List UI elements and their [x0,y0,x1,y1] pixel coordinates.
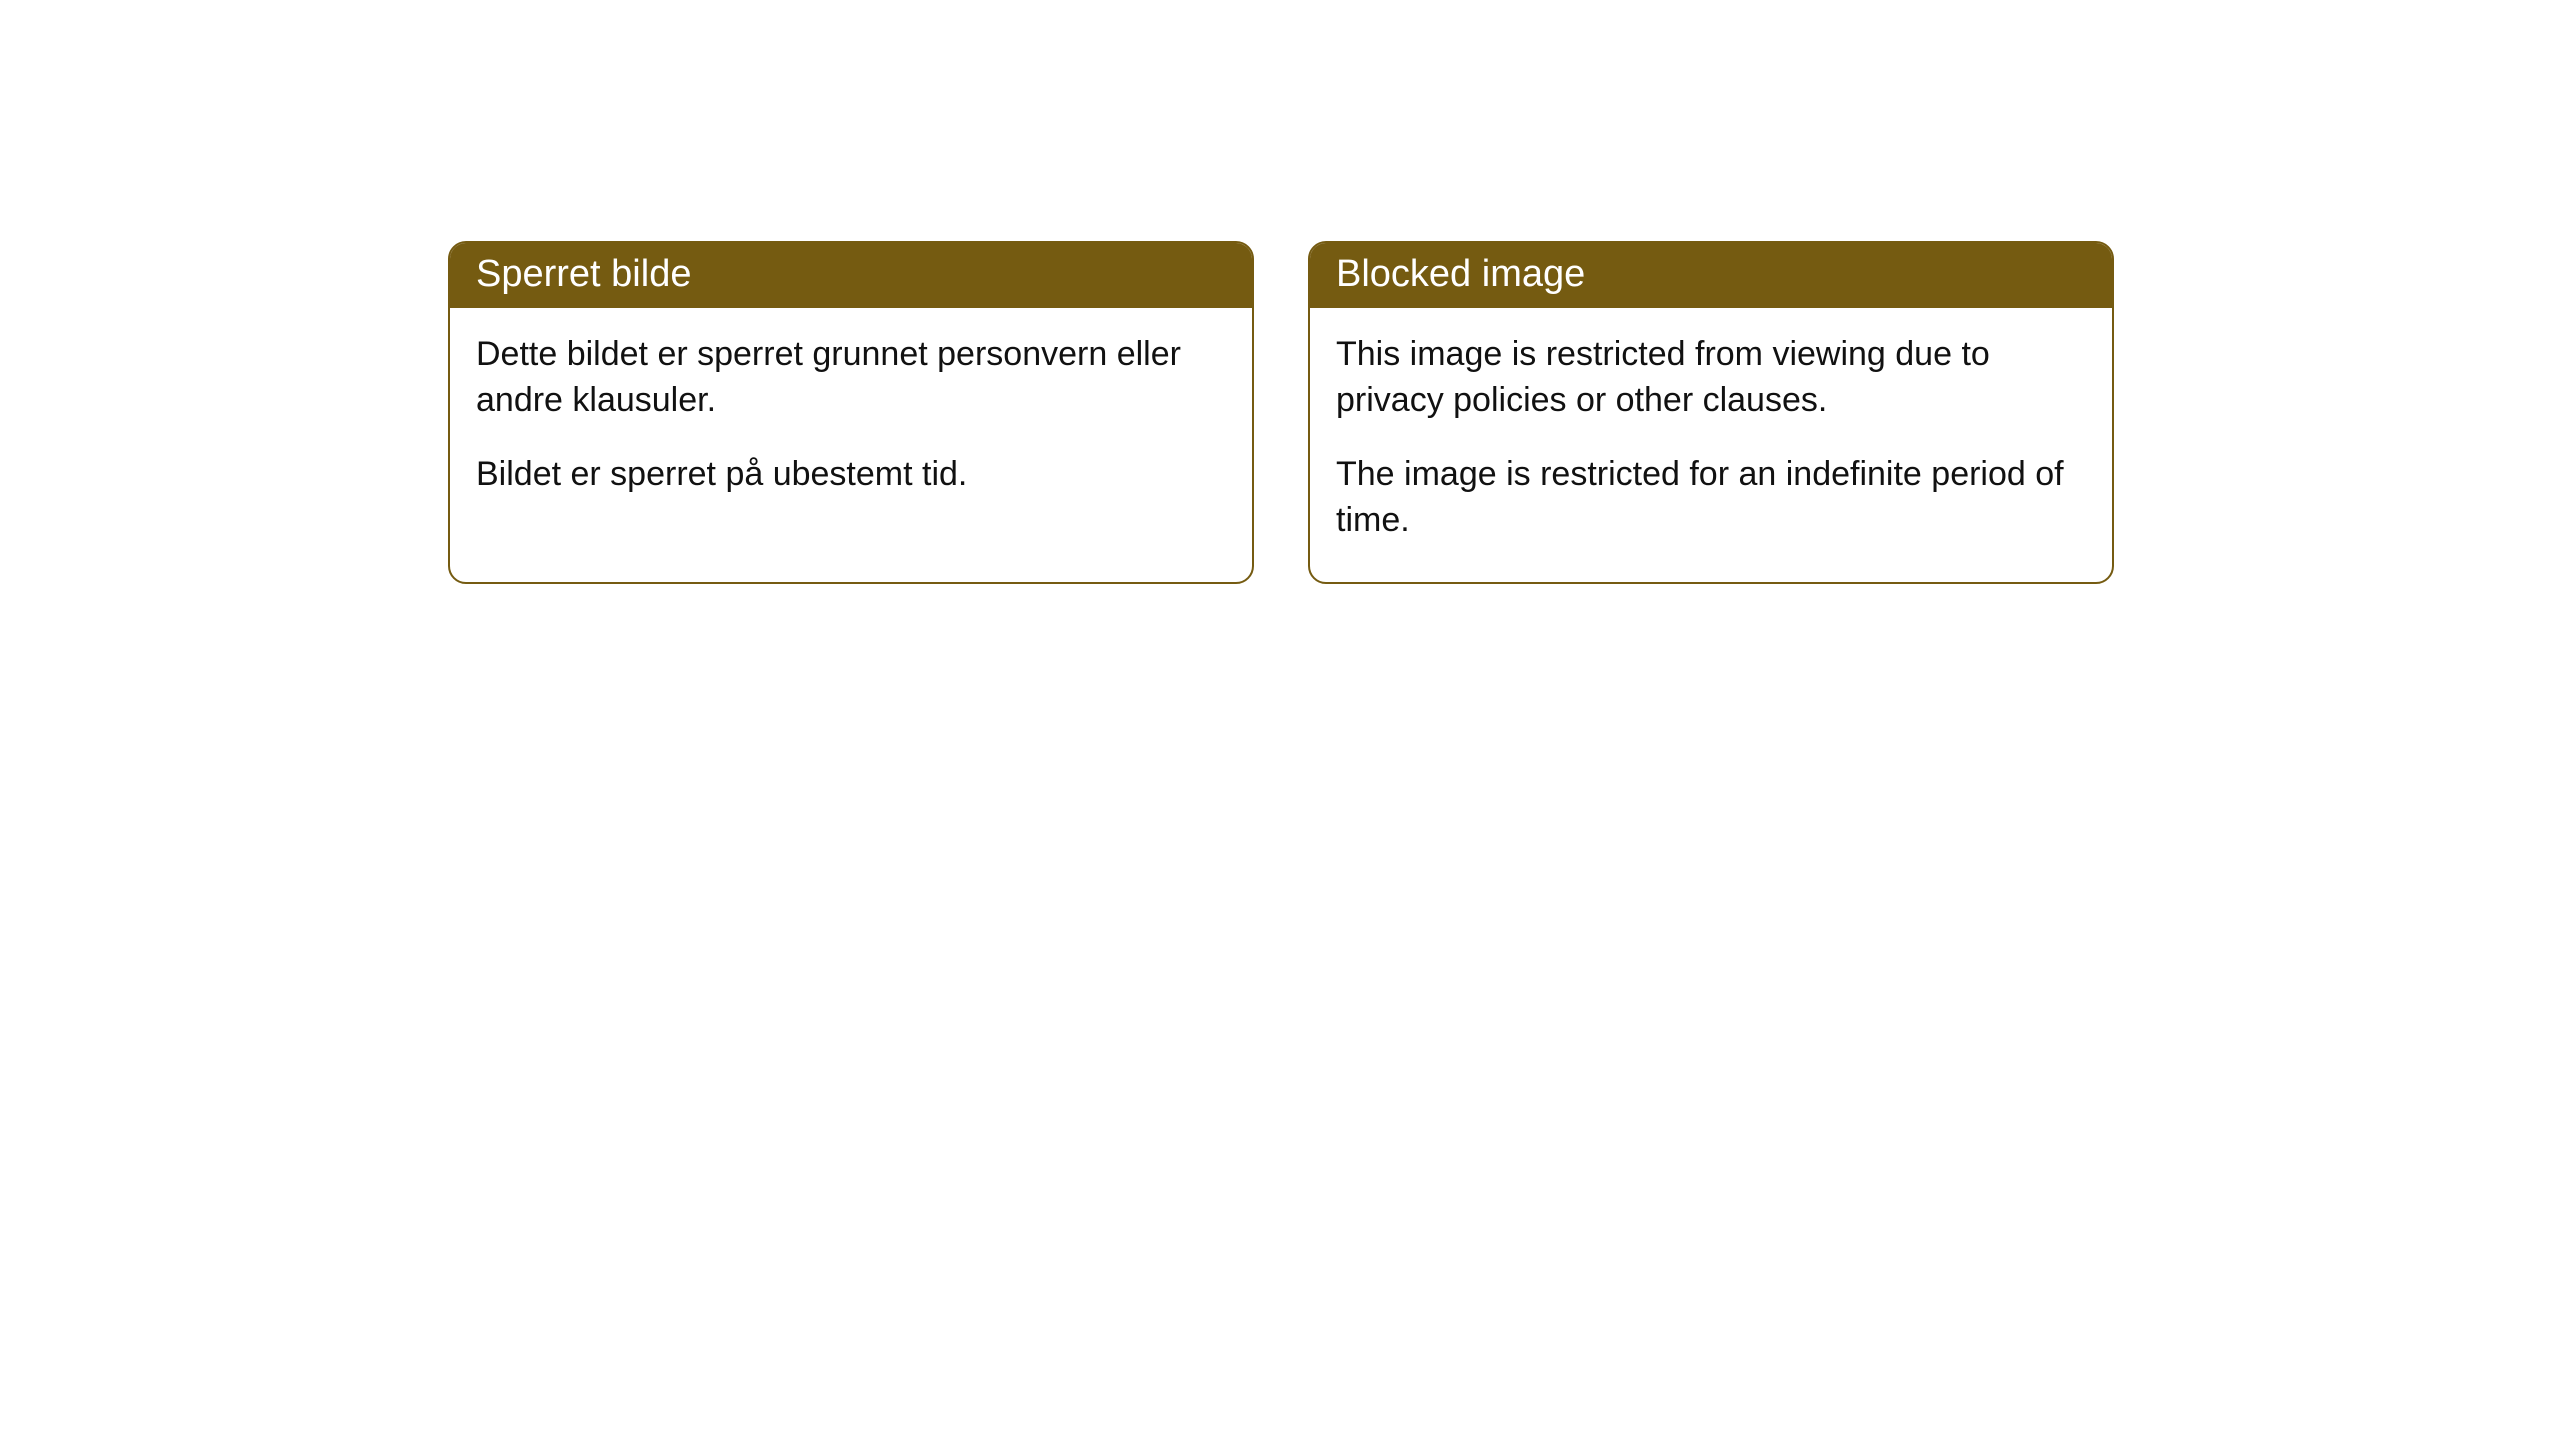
notice-card-norwegian: Sperret bilde Dette bildet er sperret gr… [448,241,1254,584]
card-paragraph-2: The image is restricted for an indefinit… [1336,452,2086,544]
notice-cards-container: Sperret bilde Dette bildet er sperret gr… [448,241,2114,584]
card-paragraph-2: Bildet er sperret på ubestemt tid. [476,452,1226,498]
card-body: This image is restricted from viewing du… [1310,308,2112,582]
card-header: Sperret bilde [450,243,1252,308]
card-header: Blocked image [1310,243,2112,308]
card-paragraph-1: This image is restricted from viewing du… [1336,332,2086,424]
card-body: Dette bildet er sperret grunnet personve… [450,308,1252,536]
card-paragraph-1: Dette bildet er sperret grunnet personve… [476,332,1226,424]
notice-card-english: Blocked image This image is restricted f… [1308,241,2114,584]
